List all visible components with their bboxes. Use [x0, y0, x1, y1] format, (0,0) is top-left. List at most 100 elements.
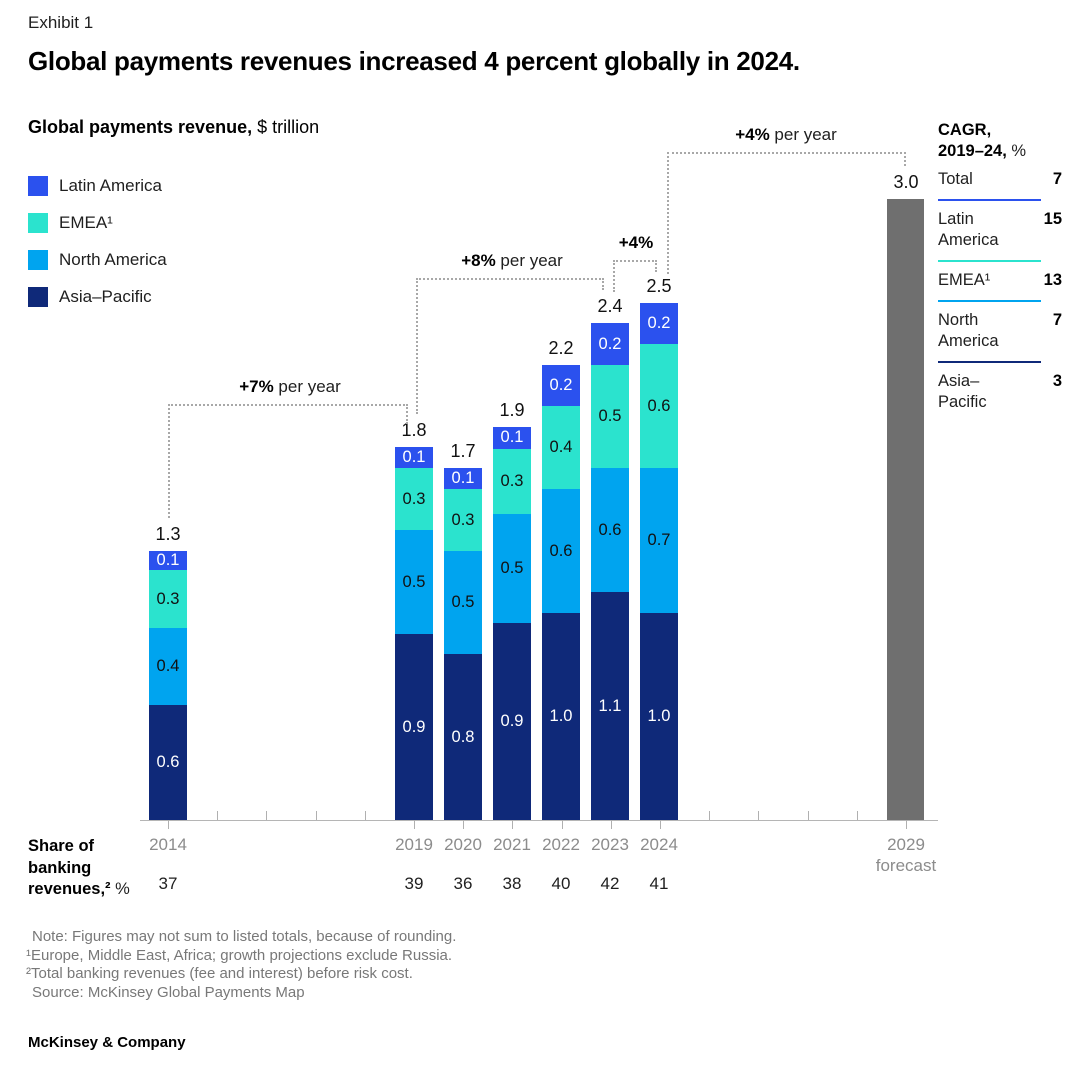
- cagr-heading: CAGR, 2019–24, %: [938, 120, 1062, 162]
- legend-item-asia-pacific: Asia–Pacific: [28, 287, 167, 307]
- bar-total-label-2014: 1.3: [155, 523, 181, 544]
- chart-subtitle-bold: Global payments revenue,: [28, 117, 253, 137]
- axis-tick-2027: [807, 811, 809, 820]
- cagr-divider-north-america: [938, 300, 1041, 302]
- exhibit-label: Exhibit 1: [28, 13, 94, 32]
- growth-annotation-text: +4%: [735, 125, 770, 144]
- cagr-divider-emea: [938, 260, 1041, 262]
- axis-tick-2028: [856, 811, 858, 820]
- cagr-divider-asia-pacific: [938, 361, 1041, 363]
- legend-item-north-america: North America: [28, 250, 167, 270]
- chart-subtitle-unit: $ trillion: [252, 117, 320, 137]
- legend-item-emea: EMEA¹: [28, 213, 167, 233]
- segment-emea-2014: 0.3: [149, 570, 187, 628]
- segment-value-label: 0.5: [451, 593, 475, 612]
- segment-value-label: 1.0: [647, 707, 671, 726]
- segment-value-label: 0.4: [549, 438, 573, 457]
- segment-value-label: 0.3: [500, 472, 524, 491]
- segment-latin-america-2019: 0.1: [395, 447, 433, 469]
- segment-asia-pacific-2019: 0.9: [395, 633, 433, 820]
- footnotes: Note: Figures may not sum to listed tota…: [26, 928, 456, 1002]
- growth-annotation-4-2023-2024-label: +4%: [619, 233, 654, 253]
- segment-value-label: 0.5: [598, 407, 622, 426]
- axis-tick-2025: [709, 811, 711, 820]
- growth-annotation-4-2024-2029-drop-right: [904, 152, 906, 166]
- segment-asia-pacific-2014: 0.6: [149, 704, 187, 820]
- segment-value-label: 0.3: [156, 589, 180, 608]
- segment-latin-america-2022: 0.2: [542, 364, 580, 406]
- axis-tick-2017: [315, 811, 317, 820]
- axis-tick-2019: [414, 820, 415, 829]
- growth-annotation-7-2014-2019-line: [168, 404, 408, 406]
- share-of-banking-label: Share of banking revenues,² %: [28, 836, 148, 901]
- cagr-divider-latin-america: [938, 199, 1041, 201]
- cagr-row-asia-pacific: Asia–Pacific 3: [938, 371, 1062, 413]
- axis-tick-2024: [660, 820, 661, 829]
- segment-emea-2022: 0.4: [542, 406, 580, 489]
- segment-value-label: 0.4: [156, 656, 180, 675]
- x-axis-line: [140, 820, 938, 821]
- x-axis-label-2023: 2023: [591, 835, 629, 854]
- axis-tick-2022: [561, 820, 563, 829]
- segment-value-label: 1.1: [598, 696, 622, 715]
- legend-item-latin-america: Latin America: [28, 176, 167, 196]
- segment-value-label: 0.6: [549, 541, 573, 560]
- cagr-row-label: Total: [938, 170, 973, 188]
- bar-total-label-2029: 3.0: [893, 172, 919, 192]
- segment-north-america-2020: 0.5: [444, 550, 482, 655]
- cagr-row-total: Total 7: [938, 169, 1062, 190]
- legend-swatch-latin-america: [28, 176, 48, 196]
- x-axis-label-2024: 2024: [640, 835, 678, 854]
- bar-total-label-2024: 2.5: [646, 275, 672, 296]
- growth-annotation-4-2023-2024-line: [613, 260, 657, 262]
- growth-annotation-text: +4%: [618, 233, 654, 252]
- segment-latin-america-2021: 0.1: [493, 426, 531, 449]
- axis-tick-2029: [906, 820, 907, 829]
- segment-value-label: 0.6: [647, 396, 671, 415]
- segment-value-label: 0.2: [549, 376, 573, 395]
- cagr-row-emea: EMEA¹ 13: [938, 270, 1062, 291]
- x-axis-label-2022: 2022: [542, 835, 580, 854]
- growth-annotation-text: per year: [769, 125, 837, 144]
- cagr-row-label: Latin America: [938, 210, 999, 249]
- segment-north-america-2022: 0.6: [542, 488, 580, 613]
- share-value-2014: 37: [158, 874, 178, 893]
- chart-legend: Latin America EMEA¹ North America Asia–P…: [28, 176, 167, 324]
- chart-subtitle: Global payments revenue, $ trillion: [28, 117, 319, 138]
- axis-tick-2014: [168, 820, 169, 829]
- footnote-1: ¹Europe, Middle East, Africa; growth pro…: [26, 946, 453, 964]
- growth-annotation-7-2014-2019-drop-right: [406, 404, 408, 424]
- share-of-banking-label-bold: Share of banking revenues,²: [28, 837, 111, 898]
- segment-north-america-2024: 0.7: [640, 468, 678, 613]
- segment-asia-pacific-2020: 0.8: [444, 654, 482, 820]
- share-value-2024: 41: [649, 874, 669, 893]
- legend-swatch-north-america: [28, 250, 48, 270]
- segment-value-label: 0.2: [598, 334, 622, 353]
- growth-annotation-8-2019-2023-drop-right: [602, 278, 604, 290]
- segment-value-label: 0.6: [156, 753, 180, 772]
- cagr-row-latin-america: Latin America 15: [938, 209, 1062, 251]
- page-title: Global payments revenues increased 4 per…: [28, 46, 800, 76]
- segment-value-label: 0.1: [500, 428, 524, 447]
- segment-latin-america-2020: 0.1: [444, 468, 482, 489]
- segment-north-america-2019: 0.5: [395, 530, 433, 634]
- segment-latin-america-2014: 0.1: [149, 550, 187, 571]
- bar-total-label-2019: 1.8: [401, 420, 427, 441]
- segment-value-label: 0.9: [500, 712, 524, 731]
- cagr-panel: CAGR, 2019–24, % Total 7 Latin America 1…: [938, 120, 1062, 413]
- segment-value-label: 0.3: [451, 510, 475, 529]
- segment-value-label: 0.1: [451, 469, 475, 488]
- mckinsey-company-logo: McKinsey & Company: [28, 1034, 186, 1051]
- segment-asia-pacific-2023: 1.1: [591, 592, 629, 820]
- segment-value-label: 0.9: [402, 717, 426, 736]
- segment-emea-2020: 0.3: [444, 488, 482, 551]
- axis-tick-2018: [364, 811, 366, 820]
- growth-annotation-text: per year: [495, 251, 563, 270]
- segment-emea-2024: 0.6: [640, 343, 678, 469]
- x-axis-label-2021: 2021: [493, 835, 531, 854]
- forecast-bar-2029: [887, 199, 924, 820]
- footnote-source: Source: McKinsey Global Payments Map: [32, 983, 305, 1001]
- segment-value-label: 0.5: [402, 572, 426, 591]
- x-axis-label-line: forecast: [875, 856, 937, 875]
